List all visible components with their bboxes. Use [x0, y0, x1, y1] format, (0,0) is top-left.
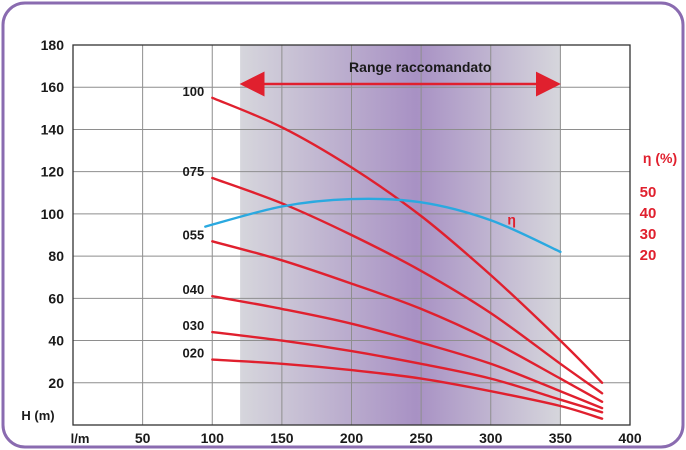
y-tick-label: 160: [41, 79, 65, 95]
recommended-range-band: [240, 45, 561, 425]
x-tick-label: 350: [549, 430, 573, 446]
efficiency-tick-label: 40: [640, 205, 657, 222]
curve-030: [211, 330, 604, 414]
curve-055: [211, 240, 604, 403]
y-tick-label: 100: [41, 206, 65, 222]
curve-label-020: 020: [183, 346, 205, 361]
y-tick-label: 60: [48, 290, 64, 306]
x-tick-label: 300: [479, 430, 503, 446]
y-tick-label: 140: [41, 121, 65, 137]
y-tick-label: 80: [48, 248, 64, 264]
y-tick-label: 40: [48, 333, 64, 349]
x-tick-label: 150: [270, 430, 294, 446]
curve-label-075: 075: [183, 164, 205, 179]
y-tick-label: 180: [41, 37, 65, 53]
efficiency-tick-label: 30: [640, 226, 657, 243]
curve-label-030: 030: [183, 318, 205, 333]
x-axis-unit-label: l/m: [71, 431, 90, 446]
curve-100: [211, 96, 604, 384]
curve-040: [211, 295, 604, 410]
y-tick-label: 120: [41, 164, 65, 180]
efficiency-axis-title: η (%): [643, 150, 677, 166]
y-tick-label: 20: [48, 375, 64, 391]
efficiency-tick-label: 20: [640, 247, 657, 264]
curve-label-100: 100: [183, 84, 205, 99]
curve-075: [211, 176, 604, 395]
efficiency-curve: [204, 197, 562, 254]
efficiency-curve-label: η: [507, 211, 516, 227]
efficiency-tick-label: 50: [640, 184, 657, 201]
x-tick-label: 400: [618, 430, 642, 446]
y-axis-unit-label: H (m): [21, 408, 54, 423]
x-tick-label: 200: [340, 430, 364, 446]
x-tick-label: 250: [409, 430, 433, 446]
x-tick-label: 100: [201, 430, 225, 446]
plot-border: [72, 44, 631, 426]
recommended-range-label: Range raccomandato: [349, 59, 491, 75]
curve-label-055: 055: [183, 227, 205, 242]
x-tick-label: 50: [135, 430, 151, 446]
curve-label-040: 040: [183, 282, 205, 297]
curve-020: [211, 358, 604, 420]
